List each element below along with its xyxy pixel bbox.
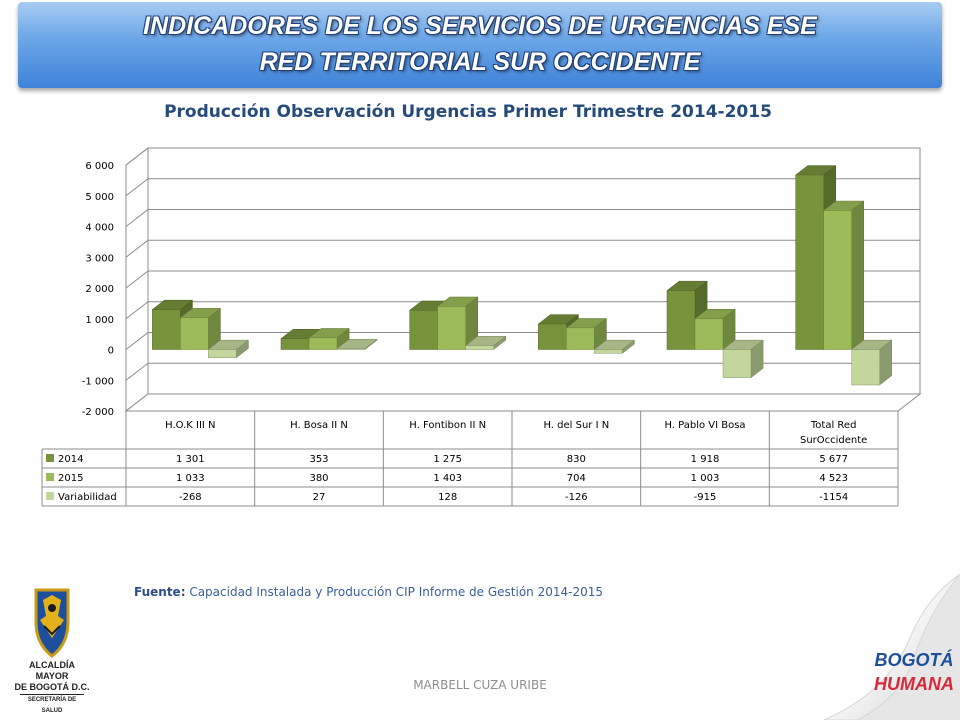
- x-category-label: H. Pablo VI Bosa: [664, 420, 745, 431]
- alcaldia-caption: ALCALDÍA MAYOR DE BOGOTÁ D.C. SECRETARÍA…: [14, 660, 90, 717]
- legend-swatch-2014: [46, 454, 54, 462]
- y-tick-label: 2 000: [85, 284, 114, 295]
- data-table-value: -1154: [819, 492, 848, 503]
- bar-2014-2: [409, 310, 438, 350]
- data-table-value: 830: [567, 454, 586, 465]
- data-table-value: 1 275: [433, 454, 462, 465]
- data-table-value: -126: [565, 492, 588, 503]
- gridline: [125, 362, 920, 381]
- source-label: Fuente:: [134, 585, 186, 599]
- x-category-label: H.O.K III N: [165, 420, 215, 431]
- bar-variabilidad-0: [208, 349, 237, 358]
- legend-series-name: 2014: [58, 454, 83, 465]
- banner-title-line1: INDICADORES DE LOS SERVICIOS DE URGENCIA…: [143, 12, 817, 40]
- bar-variabilidad-3: [594, 349, 623, 354]
- x-category-label: Total Red: [810, 420, 857, 431]
- bar-variabilidad-2: [465, 345, 494, 350]
- y-tick-label: 6 000: [85, 161, 114, 172]
- bar-2015-0: [180, 317, 209, 350]
- data-table-value: -268: [179, 492, 202, 503]
- y-tick-label: -1 000: [82, 376, 114, 387]
- bar-variabilidad-1: [336, 348, 366, 350]
- gridline: [125, 209, 920, 227]
- y-tick-label: 4 000: [85, 223, 114, 234]
- bar-2015-1: [308, 337, 338, 350]
- alcaldia-line3: SECRETARÍA DE SALUD: [20, 694, 84, 717]
- bar-2015-5: [823, 210, 852, 350]
- alcaldia-logo: ALCALDÍA MAYOR DE BOGOTÁ D.C. SECRETARÍA…: [14, 586, 90, 714]
- bar-2014-5: [795, 174, 824, 350]
- data-table-value: 1 003: [691, 473, 720, 484]
- data-table-value: 380: [309, 473, 328, 484]
- bar-2014-1: [280, 338, 310, 350]
- coat-of-arms-icon: [34, 588, 70, 658]
- data-table-value: -915: [694, 492, 717, 503]
- y-tick-label: 1 000: [85, 315, 114, 326]
- gridline: [125, 332, 920, 350]
- chart-title: Producción Observación Urgencias Primer …: [164, 102, 772, 122]
- legend-series-name: 2015: [58, 473, 83, 484]
- data-table-value: 1 918: [691, 454, 720, 465]
- x-category-label: H. Fontibon II N: [409, 420, 486, 431]
- bar-2014-4: [666, 290, 696, 350]
- gridline: [125, 239, 920, 258]
- gridline: [125, 147, 920, 166]
- data-table-value: 4 523: [819, 473, 848, 484]
- data-table-value: 704: [567, 473, 586, 484]
- data-table-value: 353: [309, 454, 328, 465]
- bar-variabilidad-4: [722, 349, 752, 378]
- gridline: [125, 178, 920, 197]
- author-footer: MARBELL CUZA URIBE: [413, 678, 547, 692]
- source-note: Fuente: Capacidad Instalada y Producción…: [134, 585, 603, 599]
- x-category-label: H. Bosa II N: [290, 420, 348, 431]
- bar-2014-3: [538, 323, 567, 350]
- bar-2014-0: [152, 309, 181, 350]
- bogota-logo-line1: BOGOTÁ: [874, 650, 954, 670]
- bar-2015-2: [437, 306, 466, 350]
- y-tick-label: -2 000: [82, 407, 114, 418]
- bogota-humana-logo: BOGOTÁ HUMANA: [872, 648, 956, 710]
- bar-variabilidad-5: [851, 349, 880, 386]
- gridline: [125, 270, 920, 289]
- x-category-label: SurOccidente: [800, 435, 867, 446]
- x-category-label: H. del Sur I N: [543, 420, 609, 431]
- legend-swatch-variabilidad: [46, 492, 54, 500]
- data-table-value: 27: [313, 492, 326, 503]
- gridline: [125, 301, 920, 320]
- data-table-value: 5 677: [819, 454, 848, 465]
- y-tick-label: 5 000: [85, 192, 114, 203]
- title-banner: INDICADORES DE LOS SERVICIOS DE URGENCIA…: [18, 2, 942, 88]
- bar-side: [851, 200, 865, 351]
- data-table-value: 1 033: [176, 473, 205, 484]
- chart-floor: [124, 393, 922, 412]
- bar-2015-4: [694, 318, 724, 350]
- source-text: Capacidad Instalada y Producción CIP Inf…: [185, 585, 603, 599]
- data-table-value: 1 403: [433, 473, 462, 484]
- alcaldia-line1: ALCALDÍA MAYOR: [29, 660, 75, 681]
- data-table-value: 128: [438, 492, 457, 503]
- y-tick-label: 3 000: [85, 253, 114, 264]
- banner-title-line2: RED TERRITORIAL SUR OCCIDENTE: [259, 48, 701, 76]
- alcaldia-line2: DE BOGOTÁ D.C.: [14, 682, 90, 692]
- legend-series-name: Variabilidad: [58, 492, 117, 503]
- legend-swatch-2015: [46, 473, 54, 481]
- bar-2015-3: [566, 327, 595, 350]
- data-table-value: 1 301: [176, 454, 205, 465]
- y-tick-label: 0: [108, 346, 114, 357]
- bogota-logo-line2: HUMANA: [874, 674, 954, 694]
